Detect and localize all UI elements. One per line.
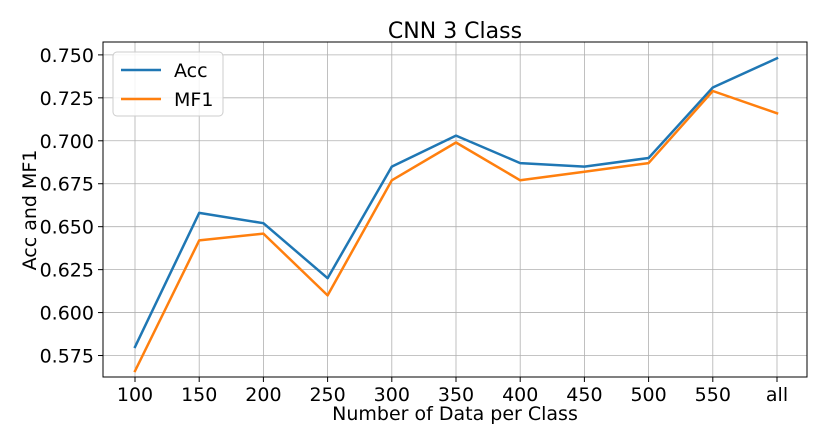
x-axis-label: Number of Data per Class <box>332 403 578 425</box>
x-tick-label: 200 <box>245 384 281 406</box>
x-tick-label: 500 <box>630 384 666 406</box>
y-axis-label: Acc and MF1 <box>19 150 41 271</box>
y-tick-label: 0.700 <box>40 131 94 153</box>
x-tick-label: 250 <box>309 384 345 406</box>
y-tick-label: 0.625 <box>40 260 94 282</box>
chart-title: CNN 3 Class <box>388 19 522 44</box>
grid <box>103 42 807 377</box>
y-tick-label: 0.725 <box>40 88 94 110</box>
x-tick-label: all <box>766 384 788 406</box>
y-axis-ticks: 0.575 0.600 0.625 0.650 0.675 0.700 0.725 0.750 <box>40 45 103 368</box>
legend-label-mf1: MF1 <box>174 89 213 111</box>
x-tick-label: 350 <box>438 384 474 406</box>
legend-label-acc: Acc <box>174 60 208 82</box>
x-axis-ticks: 100 150 200 250 300 350 400 450 500 550 all <box>117 377 788 406</box>
x-tick-label: 550 <box>695 384 731 406</box>
x-tick-label: 300 <box>374 384 410 406</box>
y-tick-label: 0.575 <box>40 346 94 368</box>
x-tick-label: 150 <box>181 384 217 406</box>
y-tick-label: 0.650 <box>40 217 94 239</box>
x-tick-label: 400 <box>502 384 538 406</box>
plot-frame <box>102 41 808 378</box>
series-layer <box>133 56 779 373</box>
x-tick-label: 100 <box>117 384 153 406</box>
series-line-acc <box>133 56 779 349</box>
y-tick-label: 0.750 <box>40 45 94 67</box>
legend: Acc MF1 <box>112 51 224 117</box>
y-tick-label: 0.675 <box>40 174 94 196</box>
y-tick-label: 0.600 <box>40 303 94 325</box>
x-tick-label: 450 <box>566 384 602 406</box>
